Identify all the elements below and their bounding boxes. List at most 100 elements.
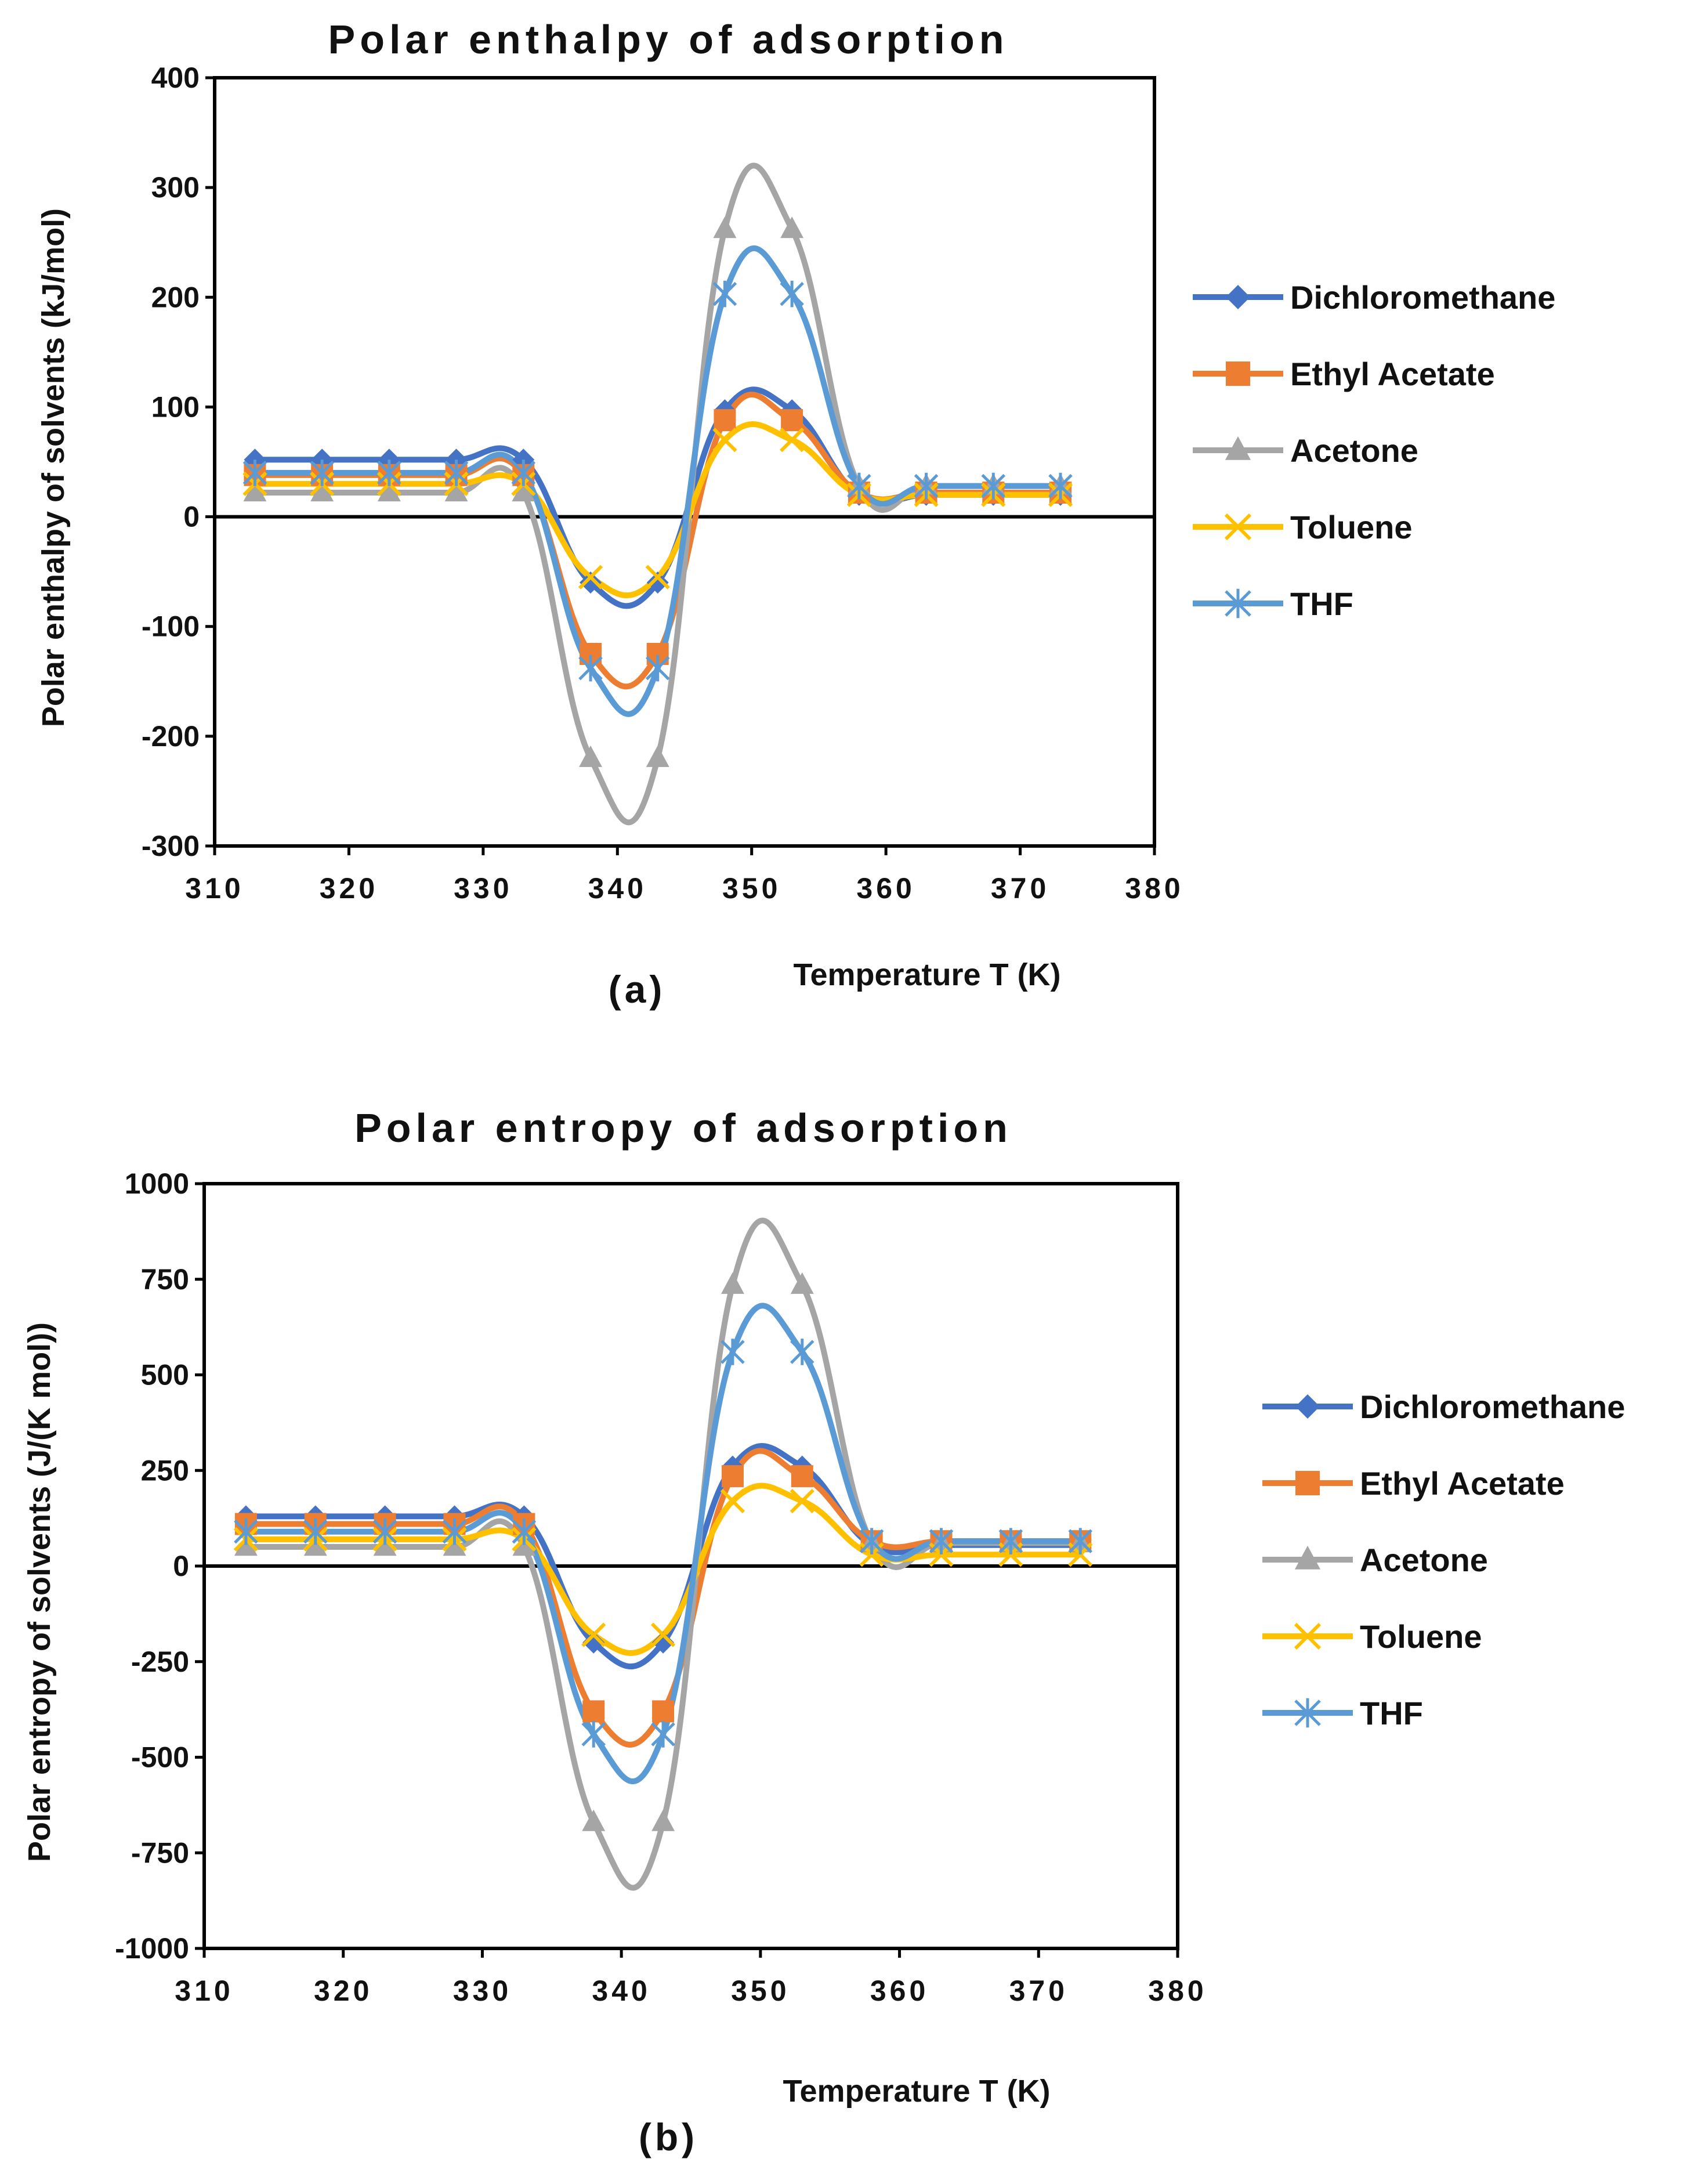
data-point <box>981 472 1006 500</box>
data-point <box>444 480 468 502</box>
data-point <box>780 280 804 308</box>
data-point <box>790 1339 814 1365</box>
chart-a-plot-area: -300 -200 -100 0 100 200 300 400 310 320 330 340 350… <box>142 62 1183 905</box>
data-point <box>511 460 536 486</box>
data-point <box>652 1631 675 1654</box>
legend-label: THF <box>1360 1695 1423 1731</box>
data-point <box>780 428 805 453</box>
data-point <box>1068 1528 1092 1554</box>
legend-label: Ethyl Acetate <box>1290 356 1495 392</box>
series-line-ethyl-acetate <box>252 392 1063 690</box>
chart-a-xtick-label: 350 <box>722 872 781 905</box>
chart-a-ylabel: Polar enthalpy of solvents (kJ/mol) <box>36 208 71 727</box>
chart-b-legend: Dichloromethane Ethyl Acetate Acetone Tolue… <box>1262 1388 1625 1731</box>
data-point <box>859 1528 884 1554</box>
chart-a-ytick-label: -200 <box>142 720 200 753</box>
chart-a-xtick-label: 360 <box>856 872 915 905</box>
data-point <box>512 1518 537 1545</box>
data-point <box>243 480 267 502</box>
data-point <box>713 216 737 238</box>
chart-a-xtick-label: 340 <box>588 872 647 905</box>
chart-a-ytick-label: 200 <box>151 281 200 313</box>
chart-a-ytick-label: 300 <box>151 171 200 204</box>
chart-a: Polar enthalpy of adsorption Polar entha… <box>36 17 1555 1011</box>
data-point <box>582 1631 605 1654</box>
data-point <box>443 1534 466 1556</box>
data-point <box>310 480 334 502</box>
chart-a-title: Polar enthalpy of adsorption <box>328 17 1009 62</box>
series-markers-ethyl-acetate <box>244 409 1071 665</box>
data-point <box>512 480 535 502</box>
chart-a-ytick-label: 100 <box>151 390 200 423</box>
data-point <box>651 1809 675 1831</box>
legend-label: Toluene <box>1360 1618 1482 1655</box>
series-markers-thf <box>234 1339 1092 1748</box>
legend-marker <box>1225 436 1251 460</box>
data-point <box>651 1721 675 1748</box>
chart-b-ytick-label: 1000 <box>125 1167 189 1200</box>
data-point <box>721 1272 744 1294</box>
chart-a-xtick-label: 330 <box>454 872 512 905</box>
legend-label: Toluene <box>1290 509 1413 545</box>
chart-b-xtick-label: 360 <box>870 1975 929 2007</box>
legend-label: THF <box>1290 585 1353 622</box>
data-point <box>646 745 669 767</box>
chart-a-frame <box>213 76 1156 848</box>
chart-a-xtick-label: 320 <box>320 872 378 905</box>
chart-b-xtick-label: 310 <box>175 1975 233 2007</box>
data-point <box>780 216 804 238</box>
chart-b-xtick-label: 330 <box>453 1975 512 2007</box>
chart-b-ytick-label: -500 <box>131 1741 189 1774</box>
data-point <box>512 1534 536 1556</box>
data-point <box>582 1809 606 1831</box>
chart-a-ytick-label: 0 <box>183 501 200 533</box>
data-point <box>373 1534 397 1556</box>
series-line-thf <box>252 245 1063 717</box>
data-point <box>781 409 803 432</box>
series-markers-ethyl-acetate <box>234 1465 1092 1723</box>
data-point <box>580 572 602 594</box>
chart-b-ylabel: Polar entropy of solvents (J/(K mol)) <box>22 1322 57 1862</box>
legend-marker <box>1294 1698 1321 1728</box>
data-point <box>721 1465 744 1488</box>
chart-b-title: Polar entropy of adsorption <box>354 1105 1012 1151</box>
series-line-toluene <box>252 421 1063 599</box>
chart-b-ytick-label: 250 <box>141 1454 189 1487</box>
data-point <box>582 1700 605 1723</box>
chart-b-ytick-label: -250 <box>131 1646 189 1678</box>
series-line-toluene <box>242 1482 1084 1656</box>
data-point <box>712 280 737 308</box>
data-point <box>790 1488 814 1514</box>
chart-a-panel-label: (a) <box>609 968 666 1011</box>
data-point <box>914 472 939 500</box>
data-point <box>578 655 603 682</box>
data-point <box>303 1518 328 1545</box>
data-point <box>234 1518 258 1545</box>
data-point <box>310 460 334 486</box>
legend-marker <box>1295 1471 1320 1495</box>
data-point <box>1048 472 1073 500</box>
series-markers-toluene <box>242 428 1073 590</box>
chart-b-ytick-label: 750 <box>141 1263 189 1296</box>
data-point <box>377 480 401 502</box>
chart-b-ytick-label: -750 <box>131 1836 189 1869</box>
chart-b-xtick-label: 340 <box>592 1975 650 2007</box>
data-point <box>650 1622 676 1647</box>
data-point <box>234 1534 258 1556</box>
data-point <box>242 460 267 486</box>
data-point <box>645 565 670 590</box>
series-line-thf <box>242 1303 1084 1785</box>
data-point <box>714 409 736 432</box>
data-point <box>720 1488 745 1514</box>
data-point <box>721 1339 745 1365</box>
legend-label: Acetone <box>1360 1542 1488 1578</box>
legend-label: Dichloromethane <box>1360 1388 1625 1425</box>
chart-a-xtick-label: 310 <box>185 872 244 905</box>
legend-label: Acetone <box>1290 432 1418 469</box>
chart-a-xtick-label: 380 <box>1125 872 1183 905</box>
legend-marker <box>1224 513 1252 541</box>
chart-b-ytick-label: 0 <box>173 1550 189 1582</box>
legend-marker <box>1295 1394 1320 1419</box>
data-point <box>581 1721 606 1748</box>
legend-marker <box>1226 285 1250 309</box>
